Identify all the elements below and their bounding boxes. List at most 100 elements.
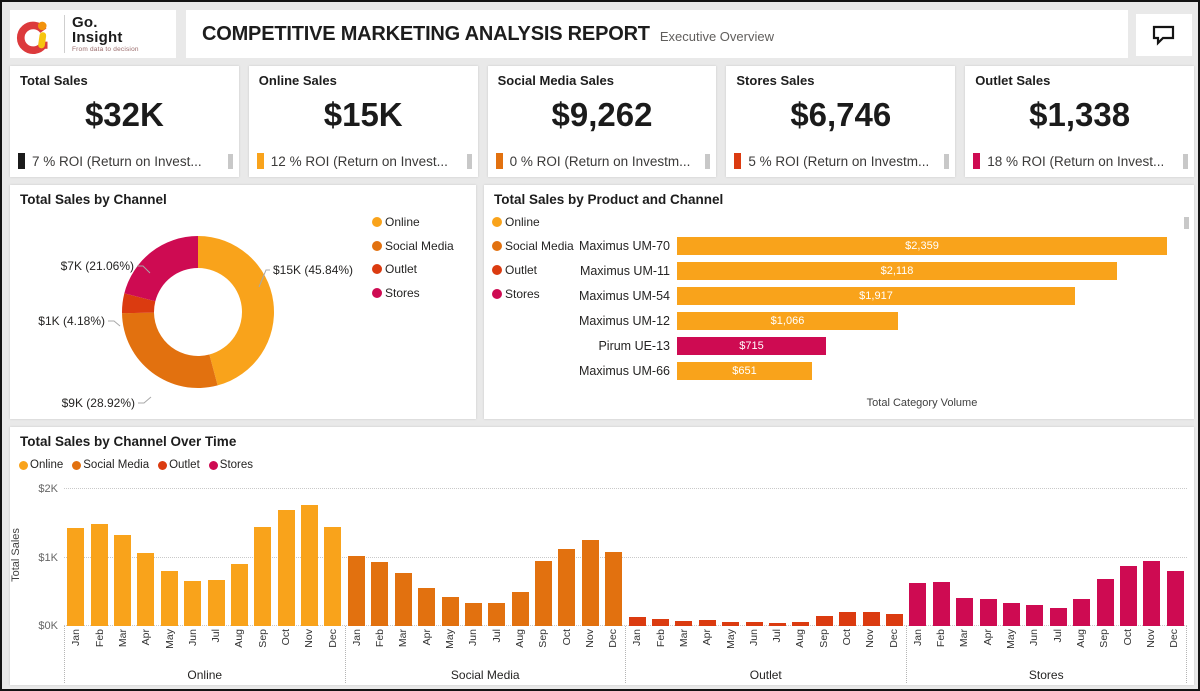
donut-slice-stores[interactable] [124, 236, 198, 301]
bar-social-media-jun[interactable] [465, 603, 482, 626]
legend-item-social-media[interactable]: Social Media [72, 459, 149, 471]
kpi-card-total-sales: Total Sales $32K 7 % ROI (Return on Inve… [10, 66, 239, 177]
logo-line2: Insight [72, 30, 139, 45]
bar-stores-jan[interactable] [909, 583, 926, 626]
month-label: Jun [188, 629, 199, 646]
bar-slot [1140, 561, 1163, 626]
bar-social-media-jul[interactable] [488, 603, 505, 626]
product-bar-pirum-ue-13[interactable]: $715 [677, 337, 826, 355]
bar-social-media-feb[interactable] [371, 562, 388, 626]
kpi-scrollbar-thumb[interactable] [467, 154, 472, 169]
legend-item-stores[interactable]: Stores [372, 286, 420, 300]
bar-online-jun[interactable] [184, 581, 201, 626]
legend-dot [158, 461, 167, 470]
product-bar-maximus-um-70[interactable]: $2,359 [677, 237, 1167, 255]
report-title: COMPETITIVE MARKETING ANALYSIS REPORT [202, 23, 650, 46]
bar-online-dec[interactable] [324, 527, 341, 626]
kpi-roi-row: 12 % ROI (Return on Invest... [249, 151, 478, 171]
legend-item-outlet[interactable]: Outlet [372, 262, 417, 276]
comment-button[interactable] [1136, 14, 1192, 56]
month-slot: Jan [626, 629, 649, 665]
month-label: Mar [959, 629, 970, 647]
bar-outlet-nov[interactable] [863, 612, 880, 626]
bar-stores-apr[interactable] [980, 599, 997, 626]
kpi-roi-row: 5 % ROI (Return on Investm... [726, 151, 955, 171]
bar-outlet-feb[interactable] [652, 619, 669, 626]
bar-online-feb[interactable] [91, 524, 108, 626]
bar-stores-may[interactable] [1003, 603, 1020, 626]
product-bar-maximus-um-54[interactable]: $1,917 [677, 287, 1075, 305]
bar-social-media-apr[interactable] [418, 588, 435, 626]
bar-outlet-jan[interactable] [629, 617, 646, 626]
bar-online-oct[interactable] [278, 510, 295, 626]
kpi-roi-marker [18, 153, 25, 169]
bar-social-media-dec[interactable] [605, 552, 622, 626]
bar-online-sep[interactable] [254, 527, 271, 626]
bar-online-may[interactable] [161, 571, 178, 626]
kpi-scrollbar-thumb[interactable] [944, 154, 949, 169]
bar-stores-mar[interactable] [956, 598, 973, 626]
kpi-scrollbar-thumb[interactable] [228, 154, 233, 169]
bar-stores-feb[interactable] [933, 582, 950, 626]
kpi-scrollbar-thumb[interactable] [705, 154, 710, 169]
bar-slot [1117, 566, 1140, 626]
y-tick-label: $1K [26, 552, 58, 564]
legend-item-online[interactable]: Online [372, 215, 420, 229]
month-label: Feb [95, 629, 106, 647]
bar-slot [953, 598, 976, 626]
bar-slot [275, 510, 298, 626]
bar-social-media-nov[interactable] [582, 540, 599, 626]
product-bar-chart: Total Category Volume OnlineSocial Media… [484, 185, 1194, 419]
legend-item-outlet[interactable]: Outlet [158, 459, 200, 471]
bar-social-media-jan[interactable] [348, 556, 365, 626]
bar-stores-dec[interactable] [1167, 571, 1184, 626]
bar-social-media-may[interactable] [442, 597, 459, 626]
bar-slot [111, 535, 134, 626]
product-bar-maximus-um-66[interactable]: $651 [677, 362, 812, 380]
bar-online-jan[interactable] [67, 528, 84, 626]
bar-online-mar[interactable] [114, 535, 131, 626]
bar-slot [392, 573, 415, 626]
legend-item-social-media[interactable]: Social Media [372, 239, 454, 253]
month-slot: Jun [462, 629, 485, 665]
bar-online-jul[interactable] [208, 580, 225, 626]
donut-slice-social-media[interactable] [122, 313, 218, 388]
bar-online-aug[interactable] [231, 564, 248, 626]
bar-stores-sep[interactable] [1097, 579, 1114, 626]
bar-online-apr[interactable] [137, 553, 154, 626]
bar-stores-jun[interactable] [1026, 605, 1043, 626]
product-bar-maximus-um-11[interactable]: $2,118 [677, 262, 1117, 280]
bar-online-nov[interactable] [301, 505, 318, 626]
bar-outlet-oct[interactable] [839, 612, 856, 626]
y-tick-label: $2K [26, 483, 58, 495]
kpi-scrollbar-thumb[interactable] [1183, 154, 1188, 169]
bar-social-media-sep[interactable] [535, 561, 552, 626]
month-labels: JanFebMarAprMayJunJulAugSepOctNovDec [907, 629, 1187, 665]
legend-dot [372, 217, 382, 227]
bar-social-media-aug[interactable] [512, 592, 529, 626]
month-slot: May [158, 629, 181, 665]
month-label: Nov [304, 629, 315, 648]
month-slot: Aug [789, 629, 812, 665]
bar-stores-nov[interactable] [1143, 561, 1160, 626]
kpi-roi-marker [257, 153, 264, 169]
bar-slot [930, 582, 953, 626]
legend-item-online[interactable]: Online [19, 459, 63, 471]
bar-stores-jul[interactable] [1050, 608, 1067, 626]
month-slot: Dec [1163, 629, 1186, 665]
bar-slot [368, 562, 391, 626]
product-bar-maximus-um-12[interactable]: $1,066 [677, 312, 898, 330]
bar-outlet-sep[interactable] [816, 616, 833, 626]
bar-outlet-dec[interactable] [886, 614, 903, 626]
bar-slot [1164, 571, 1187, 626]
bar-social-media-oct[interactable] [558, 549, 575, 626]
month-label: Jul [492, 629, 503, 642]
bar-stores-oct[interactable] [1120, 566, 1137, 626]
chart-scrollbar-thumb[interactable] [1184, 217, 1189, 229]
bar-slot [1070, 599, 1093, 626]
legend-item-stores[interactable]: Stores [209, 459, 253, 471]
bar-stores-aug[interactable] [1073, 599, 1090, 626]
legend-item-online[interactable]: Online [492, 215, 540, 229]
bar-social-media-mar[interactable] [395, 573, 412, 626]
product-bar-value: $651 [732, 365, 756, 377]
